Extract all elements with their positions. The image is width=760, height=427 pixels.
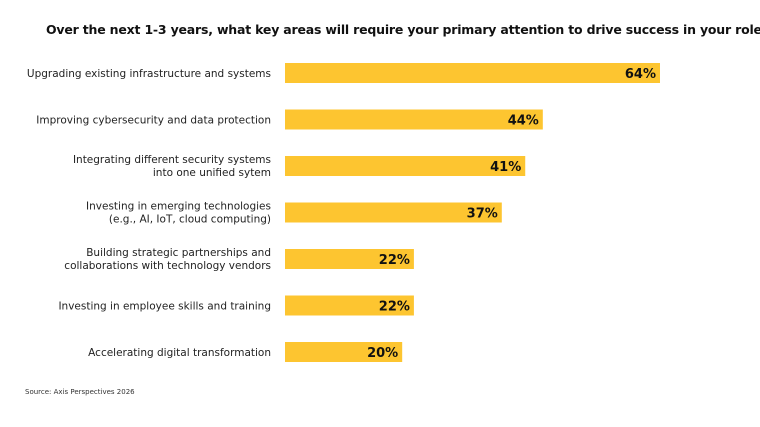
- category-label: Investing in emerging technologies: [86, 201, 271, 213]
- chart-title: Over the next 1-3 years, what key areas …: [46, 22, 760, 37]
- bar: [285, 342, 403, 362]
- source-note: Source: Axis Perspectives 2026: [25, 388, 135, 396]
- data-label: 64%: [625, 67, 656, 82]
- bar-group: 64% Upgrading existing infrastructure and…: [27, 63, 660, 83]
- category-label: (e.g., AI, IoT, cloud computing): [109, 214, 271, 226]
- bar-group: 20% Accelerating digital transformation: [88, 342, 403, 362]
- category-label: into one unified sytem: [153, 167, 271, 179]
- category-label: Upgrading existing infrastructure and sy…: [27, 68, 271, 80]
- data-label: 22%: [379, 300, 410, 315]
- bar: [285, 202, 502, 223]
- bar-group: 37% Investing in emerging technologies(e.…: [86, 201, 502, 226]
- category-label: Integrating different security systems: [73, 154, 271, 166]
- category-label: Accelerating digital transformation: [88, 347, 271, 359]
- data-label: 22%: [379, 253, 410, 268]
- category-label: collaborations with technology vendors: [64, 260, 271, 272]
- bar: [285, 156, 526, 176]
- bar: [285, 109, 543, 130]
- category-label: Improving cybersecurity and data protect…: [36, 115, 271, 127]
- data-label: 44%: [508, 114, 539, 129]
- category-label: Building strategic partnerships and: [86, 247, 271, 259]
- bar: [285, 63, 660, 83]
- data-label: 41%: [490, 160, 521, 175]
- data-label: 20%: [367, 346, 398, 361]
- bar-group: 41% Integrating different security system…: [73, 154, 526, 179]
- category-label: Investing in employee skills and trainin…: [58, 301, 271, 313]
- bar-group: 22% Investing in employee skills and trai…: [58, 295, 414, 316]
- data-label: 37%: [467, 207, 498, 222]
- bar: [285, 249, 414, 269]
- bar: [285, 295, 414, 316]
- bar-group: 22% Building strategic partnerships andco…: [64, 247, 414, 272]
- bar-group: 44% Improving cybersecurity and data prot…: [36, 109, 543, 130]
